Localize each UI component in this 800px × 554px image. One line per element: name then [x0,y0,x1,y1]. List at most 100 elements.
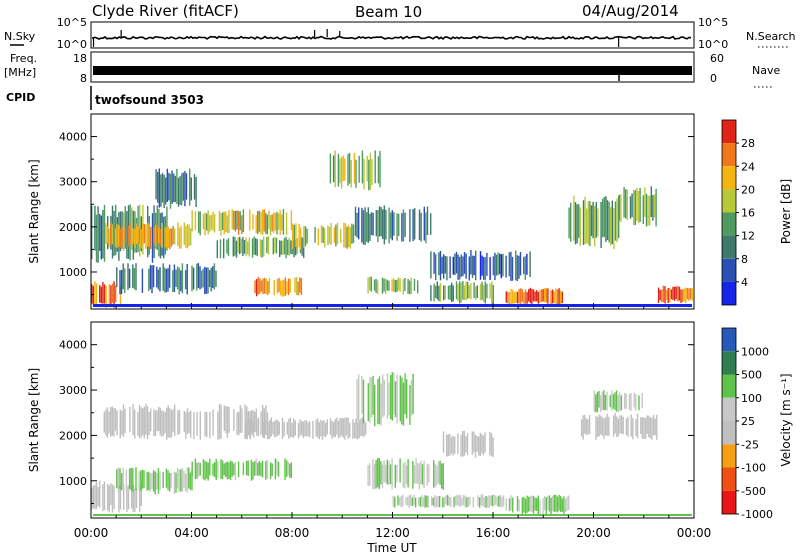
power-echo-mark [594,205,596,247]
power-echo-mark [190,177,192,201]
power-echo-mark [213,263,216,290]
power-echo-mark [611,200,613,245]
velocity-echo-mark [239,405,241,433]
power-echo-mark [170,228,173,247]
velocity-echo-mark [202,459,205,480]
power-echo-mark [261,239,263,258]
power-colorbar-segment [722,166,736,190]
velocity-echo-mark [184,473,187,492]
power-echo-mark [91,205,93,260]
velocity-echo-mark [467,496,470,507]
velocity-echo-mark [256,418,258,436]
power-echo-mark [122,222,125,245]
power-echo-mark [372,213,374,236]
power-echo-mark [226,215,229,234]
velocity-echo-mark [140,470,142,492]
power-echo-mark [141,268,144,293]
velocity-echo-mark [342,418,344,438]
power-echo-mark [664,286,666,304]
velocity-echo-mark [334,419,336,437]
power-echo-mark [339,158,341,184]
velocity-echo-mark [372,459,374,490]
power-echo-mark [265,278,267,294]
power-echo-mark [242,237,244,256]
power-echo-mark [346,226,348,249]
velocity-echo-mark [595,394,597,413]
power-echo-mark [430,213,432,235]
power-echo-mark [105,223,107,244]
velocity-echo-mark [531,495,533,512]
power-echo-mark [113,210,115,256]
power-echo-mark [481,281,483,300]
velocity-echo-mark [614,392,616,411]
power-echo-mark [194,211,197,231]
velocity-echo-mark [180,469,182,492]
velocity-echo-mark [627,416,629,437]
power-echo-mark [304,226,307,247]
power-echo-mark [536,290,538,302]
velocity-echo-mark [413,465,416,484]
power-echo-mark [435,254,437,281]
power-echo-mark [269,215,272,236]
power-echo-mark [644,187,646,217]
power-echo-region [191,209,293,236]
power-echo-mark [328,226,331,244]
velocity-echo-mark [612,394,615,409]
power-echo-mark [181,173,183,206]
velocity-echo-mark [245,460,248,476]
velocity-echo-mark [124,408,126,433]
velocity-echo-mark [588,415,591,434]
velocity-echo-mark [325,422,327,437]
power-echo-mark [251,238,254,258]
power-echo-mark [228,210,230,233]
power-echo-mark [285,212,288,235]
power-echo-mark [255,215,257,234]
time-tick-label: 16:00 [476,526,511,540]
power-echo-mark [510,251,512,281]
power-echo-mark [207,267,209,294]
power-echo-mark [164,227,166,248]
velocity-echo-mark [555,494,557,512]
velocity-echo-mark [437,495,439,508]
power-echo-mark [179,176,181,205]
power-echo-mark [243,240,246,254]
power-echo-mark [303,226,305,248]
velocity-echo-mark [367,383,369,422]
power-echo-mark [279,210,281,235]
velocity-echo-mark [492,437,494,457]
power-echo-region [216,236,305,259]
power-echo-mark [193,174,196,200]
velocity-echo-mark [526,495,528,513]
velocity-echo-mark [641,393,643,409]
velocity-ytick-label: 4000 [59,339,87,352]
power-colorbar-segment [722,189,736,213]
power-echo-mark [151,265,153,294]
power-echo-mark [381,277,384,294]
velocity-echo-mark [250,459,253,481]
power-echo-mark [393,278,395,292]
velocity-echo-mark [386,373,389,419]
power-echo-mark [137,226,139,243]
velocity-echo-mark [449,433,451,456]
power-echo-mark [618,194,620,221]
power-echo-mark [518,288,520,304]
velocity-echo-mark [103,411,105,433]
velocity-echo-mark [556,496,559,513]
power-echo-mark [278,277,280,293]
velocity-echo-mark [442,497,444,508]
velocity-echo-mark [341,418,343,436]
power-echo-mark [560,290,562,305]
velocity-echo-mark [611,390,613,411]
power-echo-mark [156,223,158,244]
velocity-echo-mark [550,497,552,515]
velocity-echo-mark [619,415,621,434]
velocity-echo-mark [143,470,145,488]
power-echo-mark [494,252,496,281]
power-echo-mark [231,209,233,230]
velocity-echo-mark [289,463,291,478]
power-echo-mark [511,257,514,281]
power-echo-mark [133,268,136,290]
velocity-echo-mark [408,495,410,508]
power-echo-mark [252,214,254,230]
power-echo-mark [277,213,280,230]
